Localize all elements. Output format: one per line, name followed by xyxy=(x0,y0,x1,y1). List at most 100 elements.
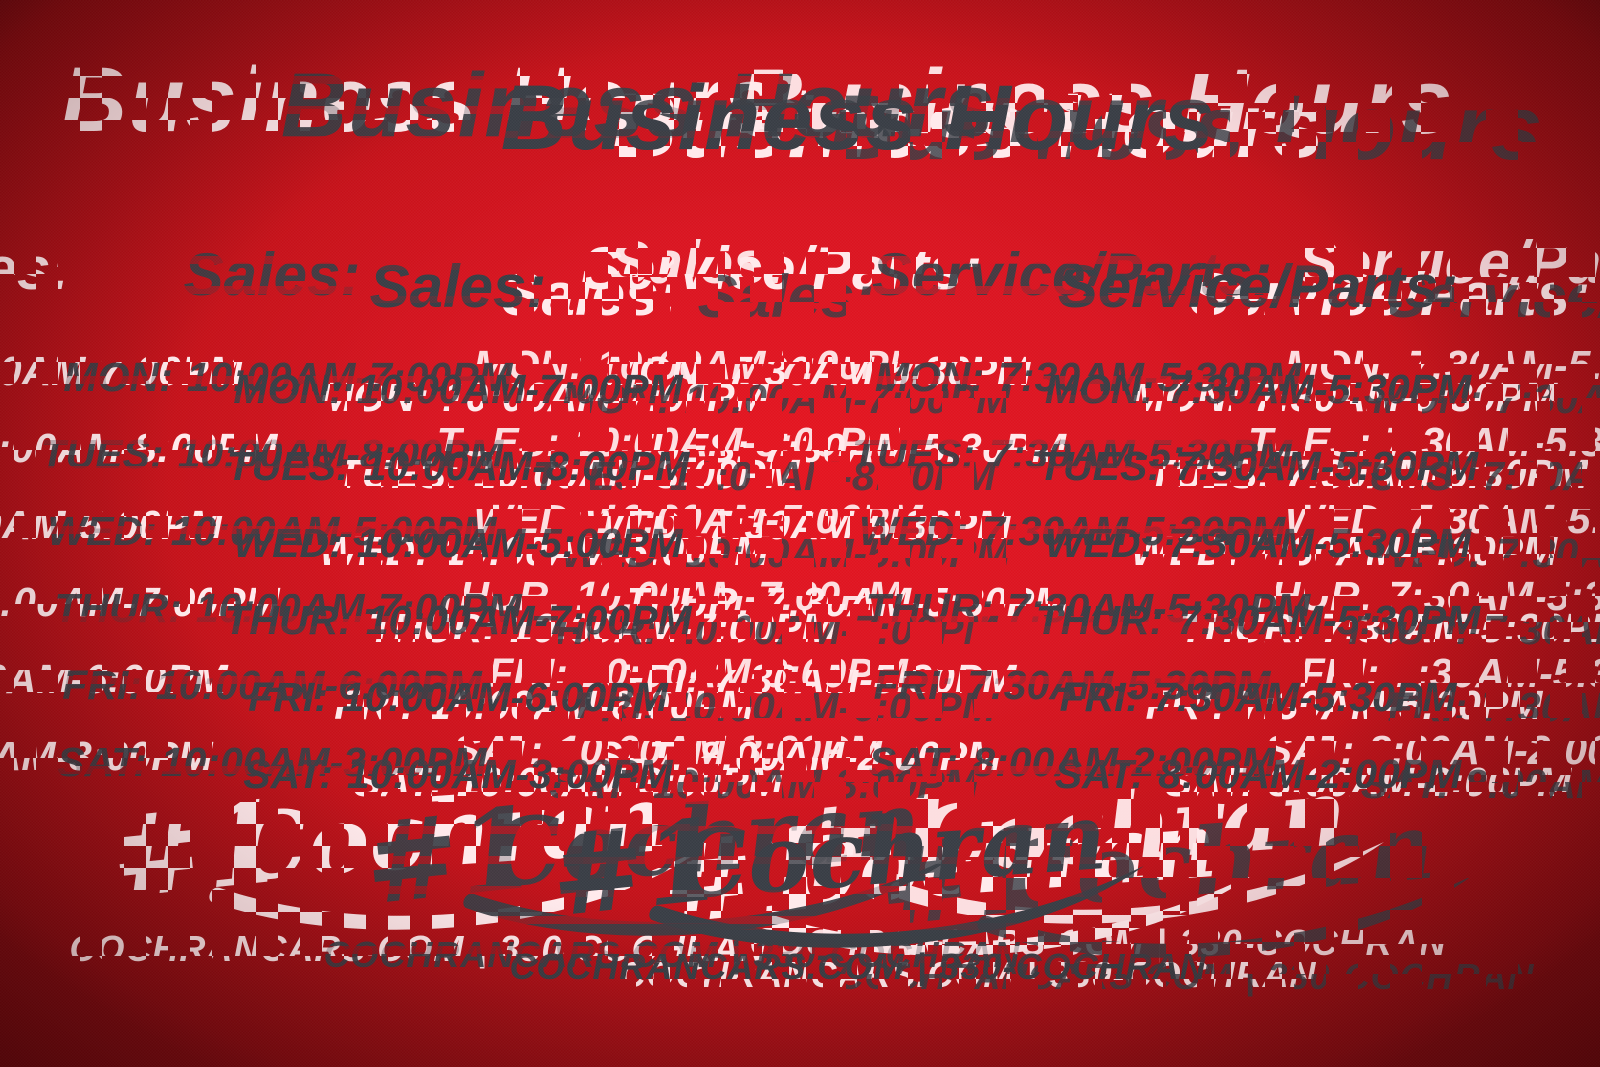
hours-row: MON:7:30AM-5:30PM xyxy=(688,339,1488,416)
hours-value: 10:00AM-3:00PM xyxy=(556,727,883,773)
hours-value: 10:00AM-8:00PM xyxy=(363,443,690,489)
hours-value: 10:00AM-6:00PM xyxy=(0,656,228,702)
website-phone-line: COCHRANCARS.COM | 330-COCHRAN xyxy=(0,934,1472,976)
hours-value: 7:30AM-5:30PM xyxy=(1284,451,1589,497)
phone-text: 330-COCHRAN xyxy=(939,946,1207,987)
hours-value: 10:00AM-7:00PM xyxy=(442,374,769,420)
hours-value: 7:30AM-5:30PM xyxy=(1483,607,1600,653)
hours-row: TUES:10:00AM-8:00PM xyxy=(364,438,1164,515)
business-hours-title: Business Hours xyxy=(610,75,1326,177)
hours-row: THUR: 7:30AM-5:30PM xyxy=(1164,592,1600,669)
hours-value: 7:30AM-5:30PM xyxy=(1239,682,1543,728)
hours-row: TUES:10:00AM-8:00PM xyxy=(0,416,672,493)
day-label: WED: xyxy=(858,508,969,554)
hours-value: 7:30AM-5:30PM xyxy=(1408,342,1600,388)
phone-text: 330-COCHRAN xyxy=(1267,956,1535,997)
hours-value: 8:00AM-2:00PM xyxy=(1158,751,1462,797)
day-label: TUES: xyxy=(1147,451,1271,497)
hours-value: 7:30AM-5:30PM xyxy=(1384,419,1600,465)
hours-value: 10:00AM-3:00PM xyxy=(160,739,487,785)
business-hours-title: Business Hours xyxy=(828,77,1544,179)
day-label: TUES: xyxy=(1247,419,1371,465)
day-label: THUR: xyxy=(434,573,562,619)
day-label: FRI: xyxy=(1299,650,1380,696)
hours-row: TUES:10:00AM-8:00PM xyxy=(58,428,858,505)
day-label: TUES: xyxy=(436,419,560,465)
day-label: FRI: xyxy=(62,662,142,708)
website-phone-line: COCHRANCARS.COM | 330-COCHRAN xyxy=(168,954,1600,996)
logo-swoosh xyxy=(759,874,1254,956)
day-label: WED: xyxy=(1372,530,1483,576)
logo-cochran-script: Cochran xyxy=(671,788,1110,920)
hours-row: THUR:10:00AM-7:00PM xyxy=(0,570,688,647)
sign-copy: Business Hours Sales: MON:10:00AM-7:00PM… xyxy=(0,55,1472,976)
logo-swoosh xyxy=(463,854,958,936)
hours-row: MON:10:00AM-7:00PM xyxy=(58,351,858,428)
hours-row: WED:10:00AM-5:00PM xyxy=(386,515,1186,592)
service-parts-column: Service/Parts: MON:7:30AM-5:30PMTUES:7:3… xyxy=(1098,228,1600,789)
hours-row: FRI:10:00AM-6:00PM xyxy=(386,669,1186,746)
hours-value: 7:30AM-5:30PM xyxy=(1496,376,1600,422)
website-text: COCHRANCARS.COM xyxy=(323,934,719,975)
day-label: MON: xyxy=(1284,342,1395,388)
day-label: SAT: xyxy=(243,751,333,797)
day-label: FRI: xyxy=(619,656,700,702)
sales-header: Sales: xyxy=(609,229,787,296)
hours-row: SAT:8:00AM-2:00PM xyxy=(1164,746,1600,823)
business-hours-title: Business Hours xyxy=(60,49,776,151)
hours-row: SAT:8:00AM-2:00PM xyxy=(672,724,1472,801)
day-label: TUES: xyxy=(532,453,656,499)
hours-row: WED:10:00AM-5:00PM xyxy=(0,493,672,570)
hours-row: MON:10:00AM-7:00PM xyxy=(386,361,1186,438)
hours-value: 8:00AM-2:00PM xyxy=(972,739,1276,785)
phone-text: 330-COCHRAN xyxy=(499,928,767,969)
hours-row: SAT:10:00AM-3:00PM xyxy=(168,744,968,821)
day-label: MON: xyxy=(1372,376,1483,422)
day-label: MON: xyxy=(473,342,583,388)
hours-row: WED:10:00AM-5:00PM xyxy=(298,481,1098,558)
separator: | xyxy=(1244,956,1256,997)
logo-swoosh xyxy=(209,848,704,930)
logo-cochran-script: Cochran xyxy=(485,776,924,908)
hours-row: THUR:10:00AM-7:00PM xyxy=(268,558,1068,635)
hours-value: 10:00AM-7:00PM xyxy=(356,366,683,412)
day-label: FRI: xyxy=(1387,684,1468,730)
hours-value: 10:00AM-6:00PM xyxy=(427,682,754,728)
day-label: FRI: xyxy=(248,674,328,720)
hours-value: 10:00AM-7:00PM xyxy=(195,585,522,631)
day-label: WED: xyxy=(584,502,695,548)
hours-row: MON:10:00AM-7:00PM xyxy=(0,339,688,416)
logo-cochran-script: Cochran xyxy=(231,770,670,902)
sales-rows: MON:10:00AM-7:00PMTUES:10:00AM-8:00PMWED… xyxy=(0,333,418,795)
day-label: FRI: xyxy=(576,684,656,730)
service-parts-rows: MON:7:30AM-5:30PMTUES:7:30AM-5:30PMWED:7… xyxy=(1098,327,1600,789)
hours-value: 7:30AM-5:30PM xyxy=(1481,684,1600,730)
hours-row: TUES:10:00AM-8:00PM xyxy=(168,436,968,513)
website-text: COCHRANCARS.COM xyxy=(69,928,465,969)
day-label: THUR: xyxy=(1179,605,1308,651)
hours-value: 10:00AM-6:00PM xyxy=(155,662,482,708)
hours-value: 10:00AM-3:00PM xyxy=(652,761,979,807)
hours-row: THUR:10:00AM-7:00PM xyxy=(58,582,858,659)
day-label: TUES: xyxy=(226,443,350,489)
day-label: WED: xyxy=(1284,496,1395,542)
day-label: THUR: xyxy=(368,605,496,651)
hours-row: FRI:10:00AM-6:00PM xyxy=(58,659,858,736)
hours-value: 7:30AM-5:30PM xyxy=(1174,443,1479,489)
hours-value: 7:30AM-5:30PM xyxy=(967,662,1271,708)
day-label: WED: xyxy=(561,530,671,576)
hours-row: TUES:10:00AM-8:00PM xyxy=(0,410,446,487)
day-label: MON: xyxy=(1130,374,1241,420)
logo-swoosh xyxy=(977,876,1472,958)
hours-row: FRI:10:00AM-6:00PM xyxy=(144,667,944,744)
cochran-logo: #1 Cochran xyxy=(362,776,958,936)
day-label: SAT: xyxy=(353,759,443,805)
logo-swoosh xyxy=(649,866,1144,948)
